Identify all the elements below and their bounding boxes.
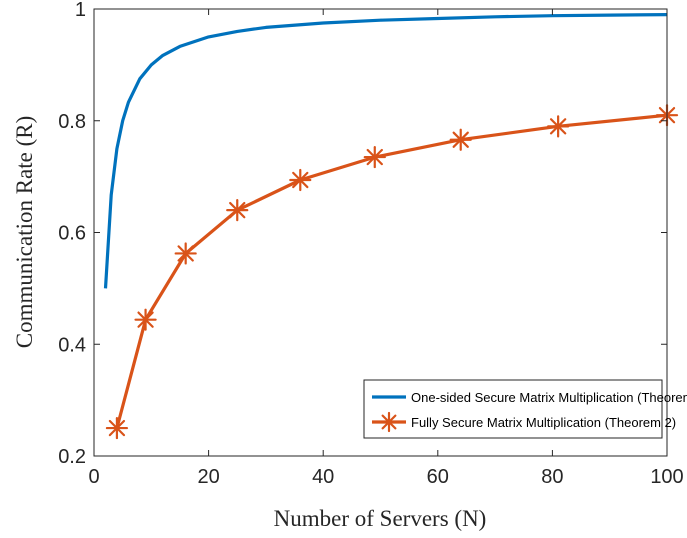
- x-axis-title: Number of Servers (N): [274, 506, 487, 531]
- y-tick-label: 0.8: [58, 111, 86, 133]
- series-2-marker: [363, 145, 386, 169]
- x-tick-label: 100: [650, 466, 683, 488]
- legend-marker-2: [378, 411, 400, 433]
- series-2-marker: [134, 308, 157, 331]
- series-1-line: [103, 13, 668, 289]
- legend: One-sided Secure Matrix Multiplication (…: [363, 379, 687, 439]
- series-layer: [103, 13, 679, 440]
- y-tick-label: 0.4: [58, 334, 86, 356]
- series-2-marker: [226, 199, 249, 222]
- legend-box: [363, 379, 663, 439]
- y-tick-label: 1: [75, 0, 86, 21]
- x-tick-label: 20: [197, 466, 219, 488]
- y-tick-label: 0.2: [58, 446, 86, 468]
- series-2-marker: [547, 115, 570, 138]
- legend-label-2: Fully Secure Matrix Multiplication (Theo…: [411, 415, 676, 430]
- series-2-marker: [449, 128, 472, 151]
- legend-label-1: One-sided Secure Matrix Multiplication (…: [411, 390, 687, 405]
- x-tick-label: 40: [312, 466, 334, 488]
- x-tick-label: 80: [541, 466, 563, 488]
- x-tick-label: 60: [427, 466, 449, 488]
- x-tick-label: 0: [88, 466, 99, 488]
- y-axis-title: Communication Rate (R): [12, 116, 37, 349]
- axes-layer: 0 20 40 60 80 100 0.2 0.4 0.6 0.8 1: [58, 0, 684, 488]
- series-2-marker: [174, 242, 197, 265]
- y-tick-label: 0.6: [58, 223, 86, 245]
- series-2-marker: [105, 416, 129, 440]
- series-2-marker: [289, 168, 312, 192]
